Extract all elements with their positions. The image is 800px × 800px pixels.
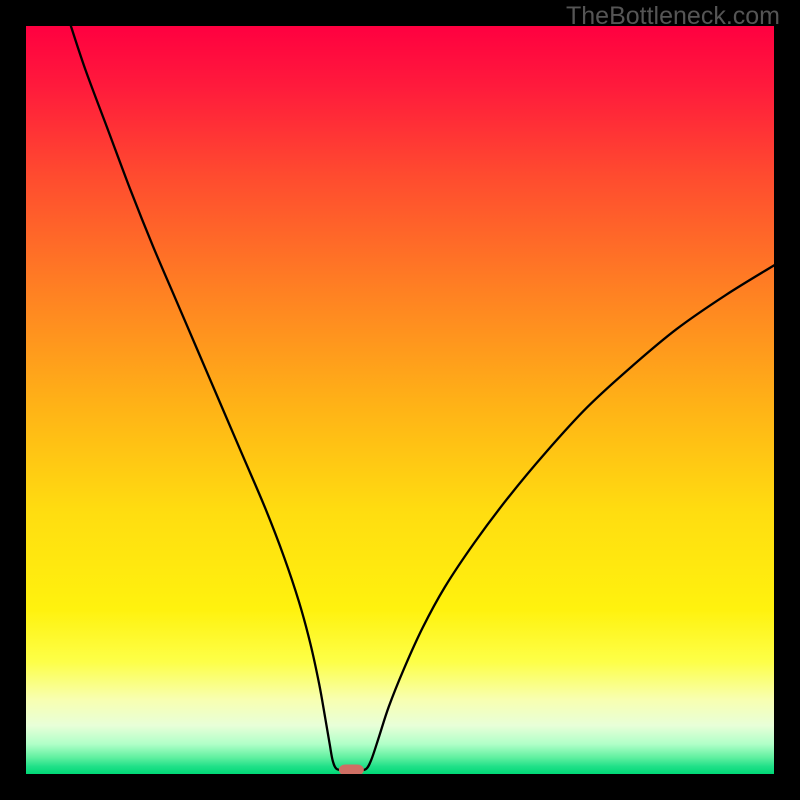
gradient-background: [26, 26, 774, 774]
plot-area: [26, 26, 774, 774]
optimum-marker: [339, 765, 363, 774]
watermark-text: TheBottleneck.com: [566, 2, 780, 31]
chart-svg: [26, 26, 774, 774]
chart-frame: TheBottleneck.com: [0, 0, 800, 800]
